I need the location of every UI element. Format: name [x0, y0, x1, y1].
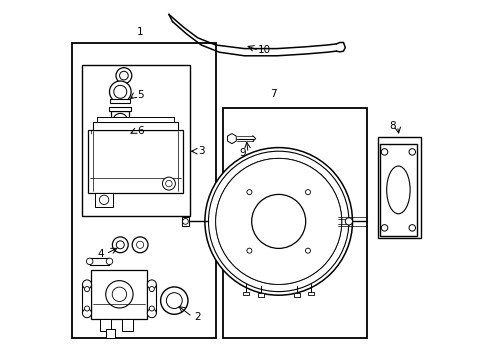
Circle shape [381, 149, 387, 155]
Bar [377, 137, 420, 238]
Circle shape [408, 225, 415, 231]
Bar [82, 65, 190, 216]
Bar [147, 284, 156, 313]
Circle shape [106, 258, 113, 265]
Circle shape [246, 248, 251, 253]
Text: 10: 10 [257, 45, 270, 55]
Circle shape [147, 309, 156, 318]
Text: 4: 4 [97, 249, 103, 259]
Circle shape [84, 287, 89, 292]
Bar [82, 284, 91, 313]
Circle shape [251, 194, 305, 248]
Circle shape [116, 241, 124, 249]
Circle shape [114, 85, 126, 98]
Circle shape [219, 162, 337, 281]
Circle shape [224, 167, 332, 275]
Circle shape [105, 281, 133, 308]
Circle shape [408, 149, 415, 155]
Bar [110, 99, 130, 103]
Text: 7: 7 [269, 89, 276, 99]
Circle shape [82, 309, 91, 318]
Circle shape [136, 241, 143, 248]
Circle shape [263, 206, 293, 237]
Circle shape [165, 180, 172, 187]
Ellipse shape [386, 166, 409, 214]
Bar [109, 107, 131, 111]
Circle shape [381, 225, 387, 231]
Bar [72, 43, 215, 338]
Bar [122, 319, 133, 331]
Circle shape [246, 190, 251, 195]
Circle shape [215, 158, 341, 284]
Text: 6: 6 [137, 126, 143, 136]
Circle shape [109, 81, 131, 103]
Circle shape [113, 113, 127, 128]
Circle shape [182, 219, 188, 224]
Bar [101, 319, 111, 331]
Bar [106, 329, 115, 338]
Bar [91, 270, 147, 319]
Circle shape [84, 306, 89, 311]
Circle shape [82, 280, 91, 289]
Circle shape [221, 164, 336, 279]
Circle shape [254, 197, 303, 246]
Circle shape [208, 151, 348, 292]
Circle shape [345, 218, 352, 225]
Text: 8: 8 [388, 121, 395, 131]
Text: 3: 3 [198, 146, 204, 156]
Circle shape [305, 190, 310, 195]
Bar [223, 108, 366, 338]
Circle shape [120, 71, 128, 80]
Bar [182, 217, 188, 226]
Circle shape [166, 293, 182, 309]
Bar [243, 292, 249, 295]
Circle shape [204, 148, 352, 295]
Bar [95, 193, 113, 207]
Circle shape [112, 287, 126, 302]
Circle shape [147, 280, 156, 289]
Circle shape [273, 216, 283, 226]
Circle shape [160, 287, 187, 314]
Circle shape [86, 258, 93, 265]
Text: 5: 5 [137, 90, 143, 100]
Circle shape [132, 237, 148, 253]
Bar [379, 144, 416, 236]
Circle shape [149, 287, 154, 292]
Bar [307, 292, 313, 295]
Bar [293, 293, 299, 297]
Bar [88, 130, 183, 193]
Text: 9: 9 [239, 148, 245, 158]
Polygon shape [227, 134, 236, 144]
Circle shape [149, 306, 154, 311]
Circle shape [116, 68, 132, 84]
Circle shape [305, 248, 310, 253]
Circle shape [249, 193, 307, 250]
Bar [97, 117, 174, 122]
Bar [257, 293, 263, 297]
Circle shape [99, 195, 108, 204]
Circle shape [267, 211, 289, 232]
Text: 2: 2 [194, 312, 201, 322]
Circle shape [215, 158, 341, 284]
Text: 1: 1 [137, 27, 143, 37]
Circle shape [223, 166, 334, 277]
Bar [93, 122, 178, 130]
Circle shape [112, 237, 128, 253]
Bar [89, 258, 109, 265]
Circle shape [162, 177, 175, 190]
Bar [111, 111, 129, 131]
